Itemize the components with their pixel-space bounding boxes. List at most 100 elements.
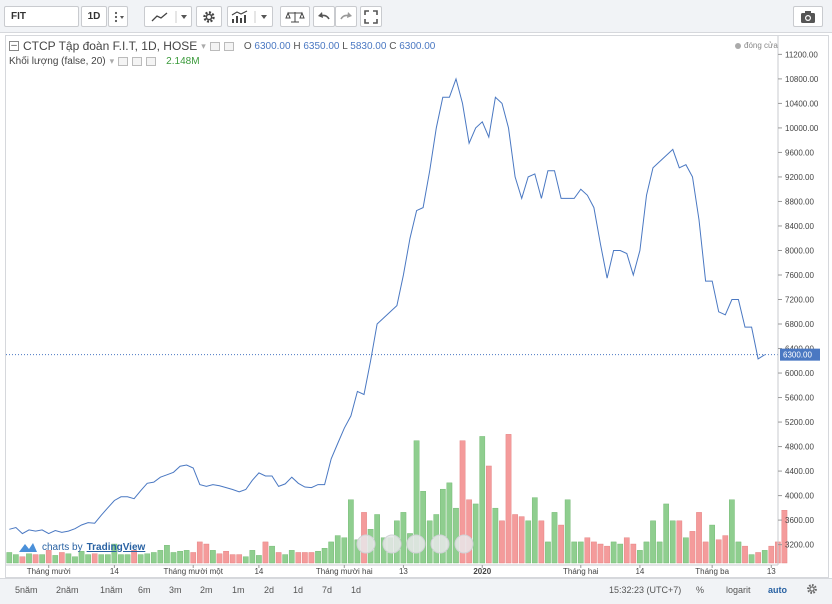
volume-bar bbox=[177, 550, 183, 564]
volume-bar bbox=[453, 507, 459, 564]
chart-nav-button[interactable] bbox=[356, 534, 376, 554]
chart-nav-button[interactable] bbox=[454, 534, 474, 554]
compare-button[interactable] bbox=[280, 6, 310, 27]
range-button[interactable]: 1d bbox=[351, 585, 362, 595]
status-dot-icon bbox=[735, 42, 741, 49]
price-tick-label: 8800.00 bbox=[785, 197, 814, 206]
range-button[interactable]: 2m bbox=[200, 585, 213, 595]
volume-bar bbox=[328, 541, 334, 564]
eye-icon[interactable] bbox=[118, 57, 129, 66]
volume-bar bbox=[676, 520, 683, 564]
time-tick-label: 14 bbox=[635, 567, 644, 576]
volume-bar bbox=[564, 499, 571, 564]
range-button[interactable]: 6m bbox=[138, 585, 151, 595]
top-toolbar: FIT 1D bbox=[0, 0, 832, 33]
range-button[interactable]: 1năm bbox=[100, 585, 123, 595]
volume-bar bbox=[446, 482, 453, 564]
log-toggle[interactable]: logarit bbox=[726, 585, 751, 595]
volume-bar bbox=[223, 550, 229, 564]
range-button[interactable]: 2d bbox=[264, 585, 275, 595]
redo-button[interactable] bbox=[335, 6, 357, 27]
chart-style-button[interactable] bbox=[144, 6, 192, 27]
price-tick-label: 9200.00 bbox=[785, 173, 814, 182]
market-status: đóng cửa bbox=[735, 41, 778, 50]
chevron-down-icon[interactable]: ▾ bbox=[201, 40, 206, 51]
time-tick-label: Tháng mười bbox=[27, 567, 71, 576]
volume-bar bbox=[91, 553, 98, 564]
range-button[interactable]: 2năm bbox=[56, 585, 79, 595]
bottom-toolbar: 5năm 2năm 1năm 6m 3m 2m 1m 2d 1d 7d 1d 1… bbox=[0, 578, 832, 604]
price-tick-label: 8000.00 bbox=[785, 246, 814, 255]
branding-name: TradingView bbox=[86, 541, 146, 553]
volume-bar bbox=[124, 554, 131, 564]
volume-bar bbox=[669, 520, 676, 564]
snapshot-button[interactable] bbox=[793, 6, 823, 27]
time-tick-label: 14 bbox=[254, 567, 263, 576]
chart-nav-button[interactable] bbox=[382, 534, 402, 554]
volume-bar bbox=[210, 550, 216, 564]
close-icon[interactable] bbox=[146, 57, 157, 66]
collapse-icon[interactable]: – bbox=[9, 41, 19, 51]
range-button[interactable]: 3m bbox=[169, 585, 182, 595]
volume-bar bbox=[288, 550, 295, 564]
tradingview-branding[interactable]: charts by TradingView bbox=[18, 541, 145, 553]
undo-button[interactable] bbox=[313, 6, 335, 27]
time-tick-label: Tháng ba bbox=[695, 567, 729, 576]
volume-bar bbox=[196, 541, 203, 564]
chart-nav-button[interactable] bbox=[406, 534, 426, 554]
volume-bar bbox=[19, 556, 26, 564]
interval-text: 1D bbox=[87, 11, 101, 22]
volume-bar bbox=[768, 545, 775, 564]
interval-button[interactable]: 1D bbox=[81, 6, 107, 27]
fullscreen-button[interactable] bbox=[360, 6, 382, 27]
range-button[interactable]: 5năm bbox=[15, 585, 38, 595]
volume-bar bbox=[715, 539, 722, 564]
line-style-icon bbox=[151, 10, 187, 23]
volume-title: Khối lượng (false, 20) bbox=[9, 56, 106, 67]
range-button[interactable]: 7d bbox=[322, 585, 333, 595]
symbol-search-input[interactable]: FIT bbox=[4, 6, 79, 27]
volume-bar bbox=[190, 552, 197, 564]
volume-bar bbox=[742, 545, 748, 564]
volume-bar bbox=[321, 548, 328, 564]
chevron-down-icon[interactable]: ▾ bbox=[109, 56, 115, 66]
volume-bar bbox=[183, 550, 190, 564]
volume-bar bbox=[571, 541, 578, 564]
range-button[interactable]: 1d bbox=[293, 585, 304, 595]
last-price-tag-box bbox=[780, 348, 820, 361]
interval-menu-button[interactable] bbox=[108, 6, 128, 27]
volume-bar bbox=[722, 535, 729, 564]
price-tick-label: 7200.00 bbox=[785, 296, 814, 305]
volume-bar bbox=[229, 554, 236, 564]
volume-bar bbox=[98, 554, 105, 564]
eye-icon[interactable] bbox=[209, 41, 220, 51]
low-label: L bbox=[342, 40, 348, 52]
volume-bar bbox=[440, 488, 446, 564]
volume-bar bbox=[400, 512, 407, 564]
settings-button[interactable] bbox=[196, 6, 222, 27]
low-value: 5830.00 bbox=[350, 40, 387, 52]
volume-bar bbox=[518, 516, 525, 564]
volume-bar bbox=[275, 552, 282, 564]
price-tick-label: 5200.00 bbox=[785, 418, 814, 427]
price-tick-label: 4000.00 bbox=[785, 492, 814, 501]
volume-bar bbox=[157, 550, 164, 564]
volume-bar bbox=[104, 554, 111, 564]
price-tick-label: 11200.00 bbox=[785, 50, 818, 59]
gear-icon[interactable] bbox=[806, 583, 818, 597]
volume-bar bbox=[150, 552, 157, 564]
volume-bar bbox=[59, 552, 65, 564]
time-tick-label: Tháng mười hai bbox=[316, 567, 373, 576]
range-button[interactable]: 1m bbox=[232, 585, 245, 595]
redo-icon bbox=[340, 11, 352, 19]
settings-small-icon[interactable] bbox=[132, 57, 143, 66]
volume-bar bbox=[459, 440, 466, 564]
indicators-button[interactable] bbox=[227, 6, 273, 27]
settings-small-icon[interactable] bbox=[223, 41, 234, 51]
series-legend: – CTCP Tập đoàn F.I.T, 1D, HOSE ▾ O 6300… bbox=[9, 39, 435, 53]
close-value: 6300.00 bbox=[399, 40, 436, 52]
auto-toggle[interactable]: auto bbox=[768, 585, 787, 595]
chart-nav-button[interactable] bbox=[430, 534, 450, 554]
percent-toggle[interactable]: % bbox=[696, 585, 705, 595]
